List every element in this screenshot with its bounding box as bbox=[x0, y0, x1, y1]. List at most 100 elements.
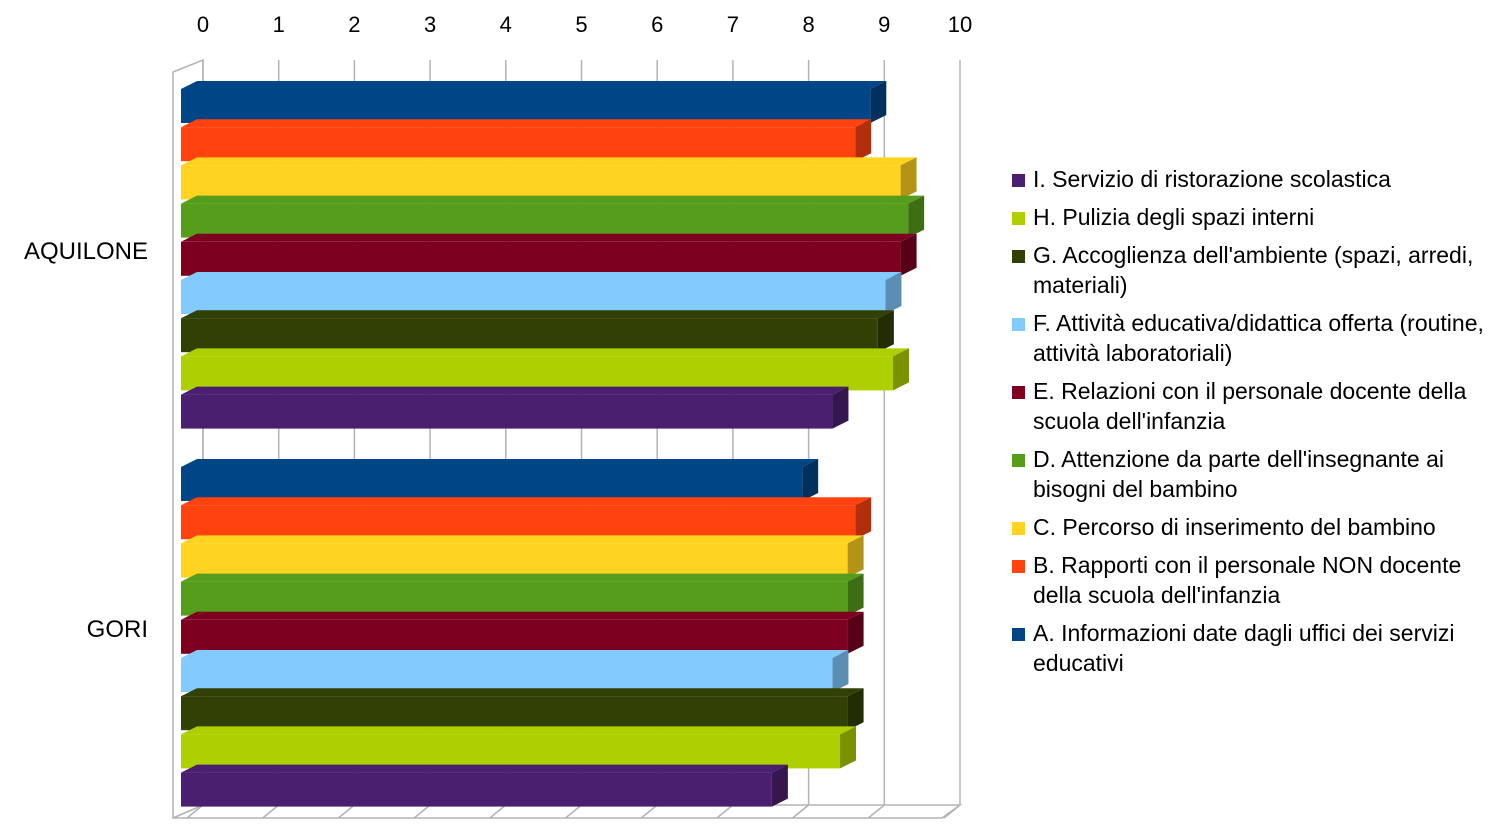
legend-item: F. Attività educativa/didattica offerta … bbox=[1012, 308, 1492, 368]
bar bbox=[181, 688, 864, 731]
bar-top-face bbox=[181, 611, 864, 620]
bar-top-face bbox=[181, 726, 857, 735]
bar-top-face bbox=[181, 272, 902, 280]
bar bbox=[181, 310, 894, 353]
x-tick-label: 1 bbox=[273, 12, 285, 37]
bar bbox=[181, 233, 917, 276]
bar bbox=[181, 348, 910, 391]
legend-label: E. Relazioni con il personale docente de… bbox=[1033, 378, 1467, 434]
bar-side-face bbox=[877, 310, 894, 353]
bar-top-face bbox=[181, 119, 872, 128]
bar bbox=[181, 650, 849, 692]
legend-item: G. Accoglienza dell'ambiente (spazi, arr… bbox=[1012, 240, 1492, 300]
bar-side-face bbox=[900, 157, 917, 200]
legend-item: H. Pulizia degli spazi interni bbox=[1012, 202, 1492, 232]
bar-top-face bbox=[181, 650, 849, 658]
legend-label: H. Pulizia degli spazi interni bbox=[1033, 204, 1315, 230]
bar-front-face bbox=[181, 772, 772, 807]
legend-item: B. Rapporti con il personale NON docente… bbox=[1012, 550, 1492, 610]
floor-gridline bbox=[867, 804, 885, 819]
legend-label: F. Attività educativa/didattica offerta … bbox=[1033, 310, 1484, 366]
floor-gridline bbox=[943, 804, 961, 819]
bar-front-face bbox=[181, 280, 886, 314]
bar bbox=[181, 573, 864, 616]
bar bbox=[181, 497, 872, 540]
floor-gridline bbox=[337, 804, 355, 819]
floor-gridline bbox=[640, 804, 658, 819]
bar-side-face bbox=[847, 611, 864, 654]
bar-top-face bbox=[181, 233, 917, 242]
bar-side-face bbox=[893, 348, 910, 391]
floor-gridline bbox=[262, 804, 280, 819]
bar-side-face bbox=[847, 535, 864, 578]
bar bbox=[181, 195, 925, 238]
bar-side-face bbox=[847, 573, 864, 616]
legend-swatch bbox=[1012, 628, 1025, 641]
bar-top-face bbox=[181, 310, 894, 319]
bar-side-face bbox=[870, 81, 887, 123]
legend: I. Servizio di ristorazione scolastica H.… bbox=[1012, 164, 1492, 686]
bar-side-face bbox=[855, 497, 872, 540]
floor-gridline bbox=[413, 804, 431, 819]
bar-top-face bbox=[181, 497, 872, 506]
bar-front-face bbox=[181, 318, 878, 353]
bar-side-face bbox=[771, 764, 788, 807]
bar-front-face bbox=[181, 467, 803, 501]
bar bbox=[181, 119, 872, 162]
bars bbox=[181, 81, 925, 807]
bar bbox=[181, 386, 849, 429]
x-tick-label: 5 bbox=[575, 12, 587, 37]
bar bbox=[181, 764, 788, 807]
bar-side-face bbox=[908, 195, 925, 238]
bar-top-face bbox=[181, 764, 788, 773]
x-tick-label: 6 bbox=[651, 12, 663, 37]
bar-front-face bbox=[181, 696, 848, 731]
legend-swatch bbox=[1012, 212, 1025, 225]
x-tick-label: 4 bbox=[500, 12, 512, 37]
legend-label: B. Rapporti con il personale NON docente… bbox=[1033, 552, 1462, 608]
x-tick-label: 0 bbox=[197, 12, 209, 37]
bar-front-face bbox=[181, 734, 841, 769]
bar-front-face bbox=[181, 658, 833, 692]
tick-labels: 0 1 2 3 4 5 6 7 8 9 10 bbox=[197, 12, 972, 37]
category-label: AQUILONE bbox=[24, 238, 148, 265]
bar bbox=[181, 157, 917, 200]
legend-label: D. Attenzione da parte dell'insegnante a… bbox=[1033, 446, 1445, 502]
bar-side-face bbox=[802, 459, 819, 501]
bar-top-face bbox=[181, 348, 910, 357]
legend-swatch bbox=[1012, 386, 1025, 399]
bar bbox=[181, 611, 864, 654]
legend-swatch bbox=[1012, 454, 1025, 467]
bar-top-face bbox=[181, 157, 917, 166]
legend-swatch bbox=[1012, 250, 1025, 263]
floor-gridline bbox=[565, 804, 582, 819]
bar-front-face bbox=[181, 394, 833, 429]
x-tick-label: 9 bbox=[878, 12, 890, 37]
bar-top-face bbox=[181, 386, 849, 395]
floor-gridline bbox=[792, 804, 810, 819]
bar-front-face bbox=[181, 505, 856, 540]
floor-gridline bbox=[186, 804, 204, 819]
bar-front-face bbox=[181, 165, 901, 200]
category-label: GORI bbox=[87, 616, 148, 643]
floor-gridline bbox=[716, 804, 734, 819]
legend-label: C. Percorso di inserimento del bambino bbox=[1033, 514, 1436, 540]
bar-side-face bbox=[885, 272, 902, 314]
bar-side-face bbox=[847, 688, 864, 731]
bar-front-face bbox=[181, 203, 909, 238]
bar-side-face bbox=[900, 233, 917, 276]
bar-side-face bbox=[832, 650, 849, 692]
legend-item: A. Informazioni date dagli uffici dei se… bbox=[1012, 618, 1492, 678]
bar-side-face bbox=[832, 386, 849, 429]
bar-top-face bbox=[181, 573, 864, 582]
legend-label: A. Informazioni date dagli uffici dei se… bbox=[1033, 620, 1455, 676]
bar bbox=[181, 726, 857, 769]
legend-item: C. Percorso di inserimento del bambino bbox=[1012, 512, 1492, 542]
bar-top-face bbox=[181, 535, 864, 544]
bar-top-face bbox=[181, 81, 887, 89]
x-tick-label: 10 bbox=[948, 12, 972, 37]
legend-item: D. Attenzione da parte dell'insegnante a… bbox=[1012, 444, 1492, 504]
category-labels: AQUILONE GORI bbox=[24, 238, 148, 643]
bar-top-face bbox=[181, 688, 864, 697]
